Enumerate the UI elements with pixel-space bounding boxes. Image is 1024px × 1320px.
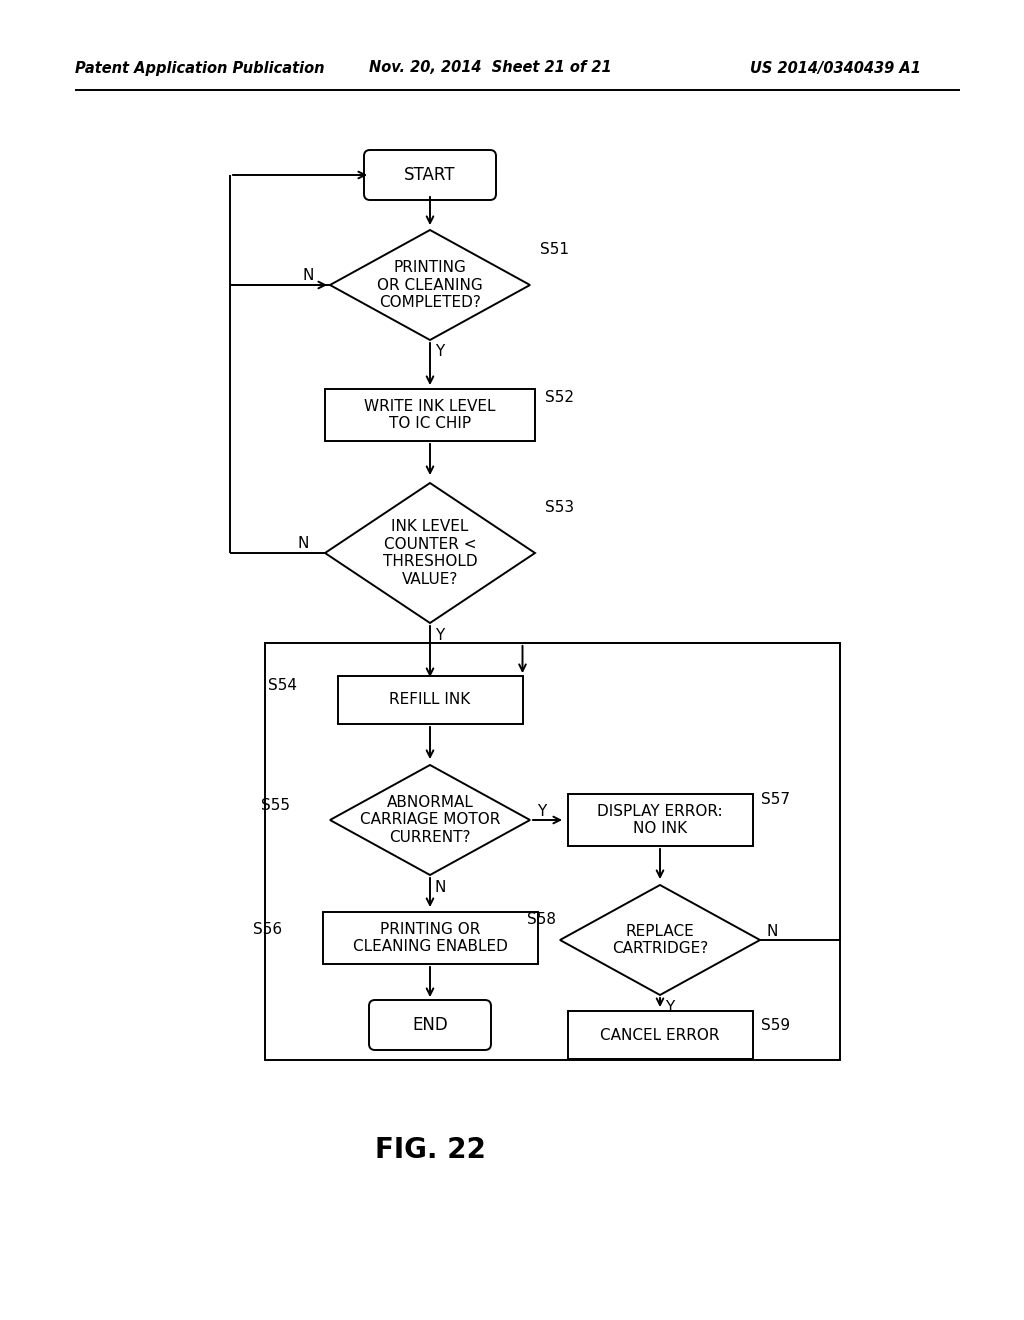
Text: Nov. 20, 2014  Sheet 21 of 21: Nov. 20, 2014 Sheet 21 of 21 [369, 61, 611, 75]
Text: END: END [412, 1016, 447, 1034]
Text: S57: S57 [761, 792, 790, 808]
Text: N: N [766, 924, 777, 940]
Text: N: N [434, 879, 445, 895]
Text: US 2014/0340439 A1: US 2014/0340439 A1 [750, 61, 921, 75]
Text: S52: S52 [545, 389, 574, 404]
Bar [567, 795, 753, 846]
Text: WRITE INK LEVEL
TO IC CHIP: WRITE INK LEVEL TO IC CHIP [365, 399, 496, 432]
Text: Y: Y [435, 345, 444, 359]
Text: PRINTING
OR CLEANING
COMPLETED?: PRINTING OR CLEANING COMPLETED? [377, 260, 483, 310]
Text: PRINTING OR
CLEANING ENABLED: PRINTING OR CLEANING ENABLED [352, 921, 508, 954]
Text: S56: S56 [253, 923, 282, 937]
Text: S58: S58 [527, 912, 556, 928]
FancyBboxPatch shape [364, 150, 496, 201]
Polygon shape [325, 483, 535, 623]
Text: Y: Y [666, 999, 675, 1015]
Bar [265, 643, 840, 1060]
Bar [325, 389, 535, 441]
Text: START: START [404, 166, 456, 183]
Text: Patent Application Publication: Patent Application Publication [75, 61, 325, 75]
Text: REFILL INK: REFILL INK [389, 693, 471, 708]
Polygon shape [560, 884, 760, 995]
Text: INK LEVEL
COUNTER <
THRESHOLD
VALUE?: INK LEVEL COUNTER < THRESHOLD VALUE? [383, 519, 477, 586]
Text: S51: S51 [540, 243, 569, 257]
Bar [323, 912, 538, 964]
Text: Y: Y [538, 804, 547, 820]
Text: FIG. 22: FIG. 22 [375, 1137, 485, 1164]
Text: CANCEL ERROR: CANCEL ERROR [600, 1027, 720, 1043]
Text: S55: S55 [260, 797, 290, 813]
Text: S53: S53 [545, 500, 574, 516]
Text: S54: S54 [268, 677, 297, 693]
Polygon shape [330, 766, 530, 875]
FancyBboxPatch shape [369, 1001, 490, 1049]
Text: REPLACE
CARTRIDGE?: REPLACE CARTRIDGE? [612, 924, 709, 956]
Polygon shape [330, 230, 530, 341]
Bar [338, 676, 522, 723]
Text: S59: S59 [761, 1018, 790, 1032]
Text: N: N [297, 536, 308, 550]
Text: N: N [302, 268, 313, 282]
Text: DISPLAY ERROR:
NO INK: DISPLAY ERROR: NO INK [597, 804, 723, 836]
Text: Y: Y [435, 627, 444, 643]
Bar [567, 1011, 753, 1059]
Text: ABNORMAL
CARRIAGE MOTOR
CURRENT?: ABNORMAL CARRIAGE MOTOR CURRENT? [359, 795, 500, 845]
